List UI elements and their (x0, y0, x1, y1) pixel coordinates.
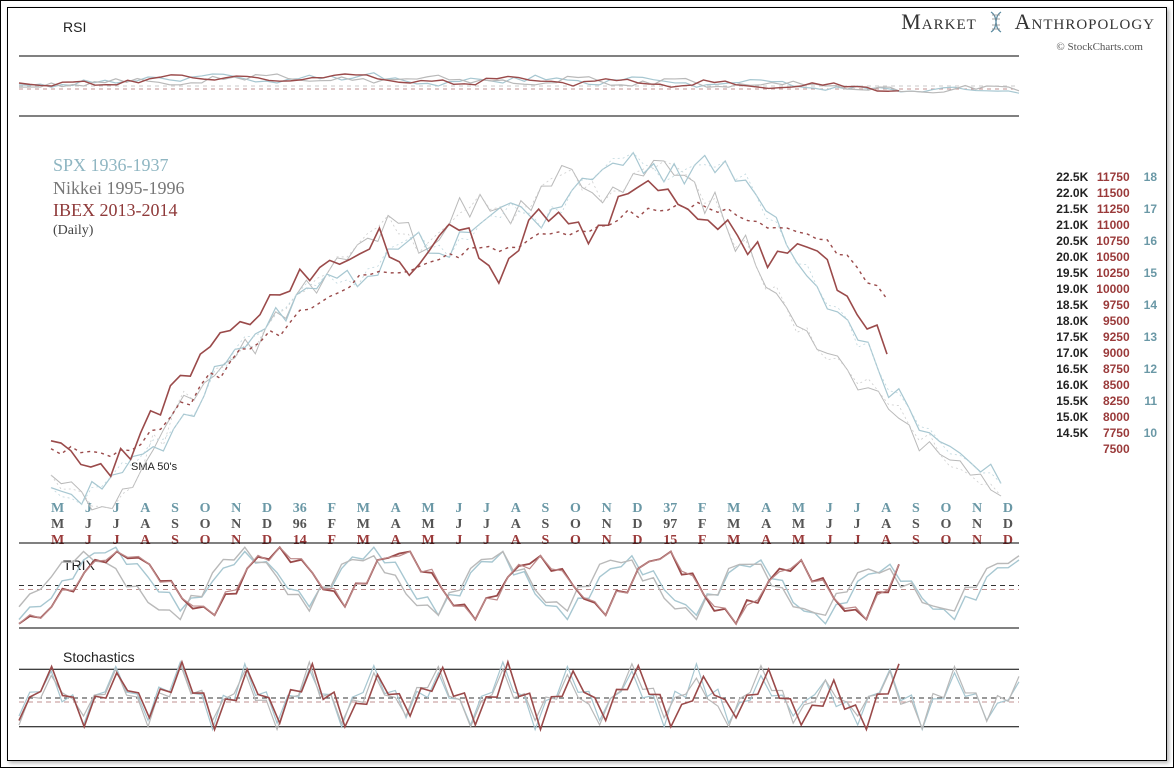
chart-svg (1, 1, 1174, 769)
chart-frame: Market Anthropology © StockCharts.com RS… (0, 0, 1174, 768)
